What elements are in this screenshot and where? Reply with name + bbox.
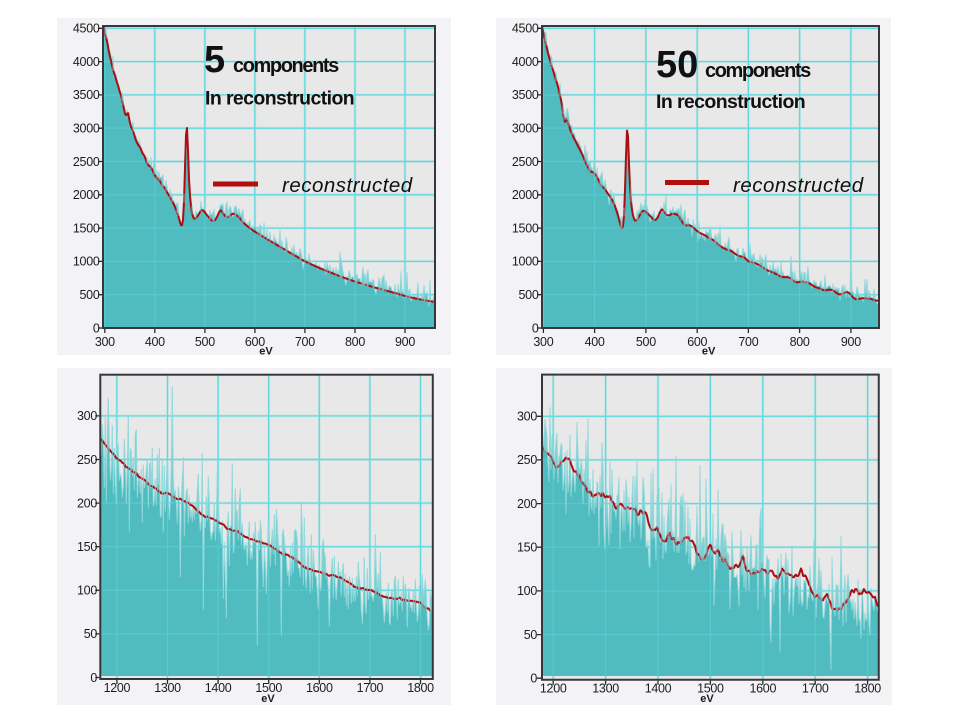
- svg-text:300: 300: [533, 335, 553, 349]
- svg-text:400: 400: [145, 335, 165, 349]
- svg-text:1200: 1200: [104, 681, 131, 695]
- svg-text:300: 300: [95, 335, 115, 349]
- svg-text:eV: eV: [259, 346, 273, 356]
- svg-text:500: 500: [80, 288, 100, 302]
- svg-text:2000: 2000: [512, 188, 539, 202]
- svg-text:100: 100: [517, 584, 537, 598]
- svg-text:3000: 3000: [512, 122, 539, 136]
- svg-text:2500: 2500: [73, 155, 100, 169]
- svg-text:500: 500: [636, 335, 656, 349]
- svg-text:3500: 3500: [73, 88, 100, 102]
- svg-text:5: 5: [204, 39, 225, 81]
- svg-text:1300: 1300: [154, 681, 181, 695]
- svg-text:100: 100: [77, 584, 97, 598]
- svg-text:4500: 4500: [512, 22, 539, 36]
- svg-text:700: 700: [738, 335, 758, 349]
- svg-text:eV: eV: [702, 346, 716, 356]
- svg-text:1300: 1300: [592, 682, 619, 696]
- svg-text:1000: 1000: [73, 255, 100, 269]
- svg-text:1400: 1400: [645, 682, 672, 696]
- svg-text:200: 200: [77, 496, 97, 510]
- svg-text:In reconstruction: In reconstruction: [656, 91, 805, 113]
- svg-text:1500: 1500: [512, 221, 539, 235]
- svg-text:1500: 1500: [73, 221, 100, 235]
- svg-text:3500: 3500: [512, 88, 539, 102]
- svg-text:1800: 1800: [407, 681, 434, 695]
- svg-text:0: 0: [530, 672, 537, 686]
- svg-text:0: 0: [90, 671, 97, 685]
- svg-text:1200: 1200: [540, 682, 567, 696]
- svg-text:300: 300: [77, 409, 97, 423]
- svg-text:150: 150: [517, 541, 537, 555]
- svg-text:eV: eV: [700, 693, 714, 705]
- svg-text:1800: 1800: [854, 682, 881, 696]
- svg-text:0: 0: [93, 321, 100, 335]
- svg-text:50: 50: [84, 627, 98, 641]
- svg-text:600: 600: [245, 335, 265, 349]
- svg-text:1000: 1000: [512, 255, 539, 269]
- svg-text:4500: 4500: [73, 22, 100, 36]
- svg-text:50: 50: [524, 628, 538, 642]
- svg-text:200: 200: [517, 497, 537, 511]
- svg-text:2000: 2000: [73, 188, 100, 202]
- svg-text:250: 250: [77, 453, 97, 467]
- svg-text:800: 800: [790, 335, 810, 349]
- svg-text:1700: 1700: [357, 681, 384, 695]
- svg-text:1700: 1700: [802, 682, 829, 696]
- svg-text:150: 150: [77, 540, 97, 554]
- svg-text:1600: 1600: [306, 681, 333, 695]
- svg-text:reconstructed: reconstructed: [733, 174, 864, 197]
- svg-text:4000: 4000: [512, 55, 539, 69]
- svg-text:700: 700: [295, 335, 315, 349]
- svg-text:3000: 3000: [73, 122, 100, 136]
- svg-text:components: components: [233, 55, 339, 77]
- svg-text:1400: 1400: [205, 681, 232, 695]
- svg-text:components: components: [705, 60, 811, 82]
- svg-text:600: 600: [687, 335, 707, 349]
- svg-text:1500: 1500: [255, 681, 282, 695]
- svg-text:1600: 1600: [749, 682, 776, 696]
- svg-text:500: 500: [519, 288, 539, 302]
- svg-text:900: 900: [841, 335, 861, 349]
- svg-text:0: 0: [532, 321, 539, 335]
- svg-text:250: 250: [517, 453, 537, 467]
- svg-text:300: 300: [517, 410, 537, 424]
- svg-text:50: 50: [656, 44, 698, 86]
- svg-text:800: 800: [345, 335, 365, 349]
- svg-text:1500: 1500: [697, 682, 724, 696]
- svg-text:2500: 2500: [512, 155, 539, 169]
- svg-text:400: 400: [585, 335, 605, 349]
- svg-text:reconstructed: reconstructed: [282, 174, 413, 197]
- svg-text:4000: 4000: [73, 55, 100, 69]
- svg-text:900: 900: [395, 335, 415, 349]
- svg-text:In reconstruction: In reconstruction: [205, 88, 354, 110]
- svg-text:500: 500: [195, 335, 215, 349]
- svg-text:eV: eV: [261, 693, 275, 705]
